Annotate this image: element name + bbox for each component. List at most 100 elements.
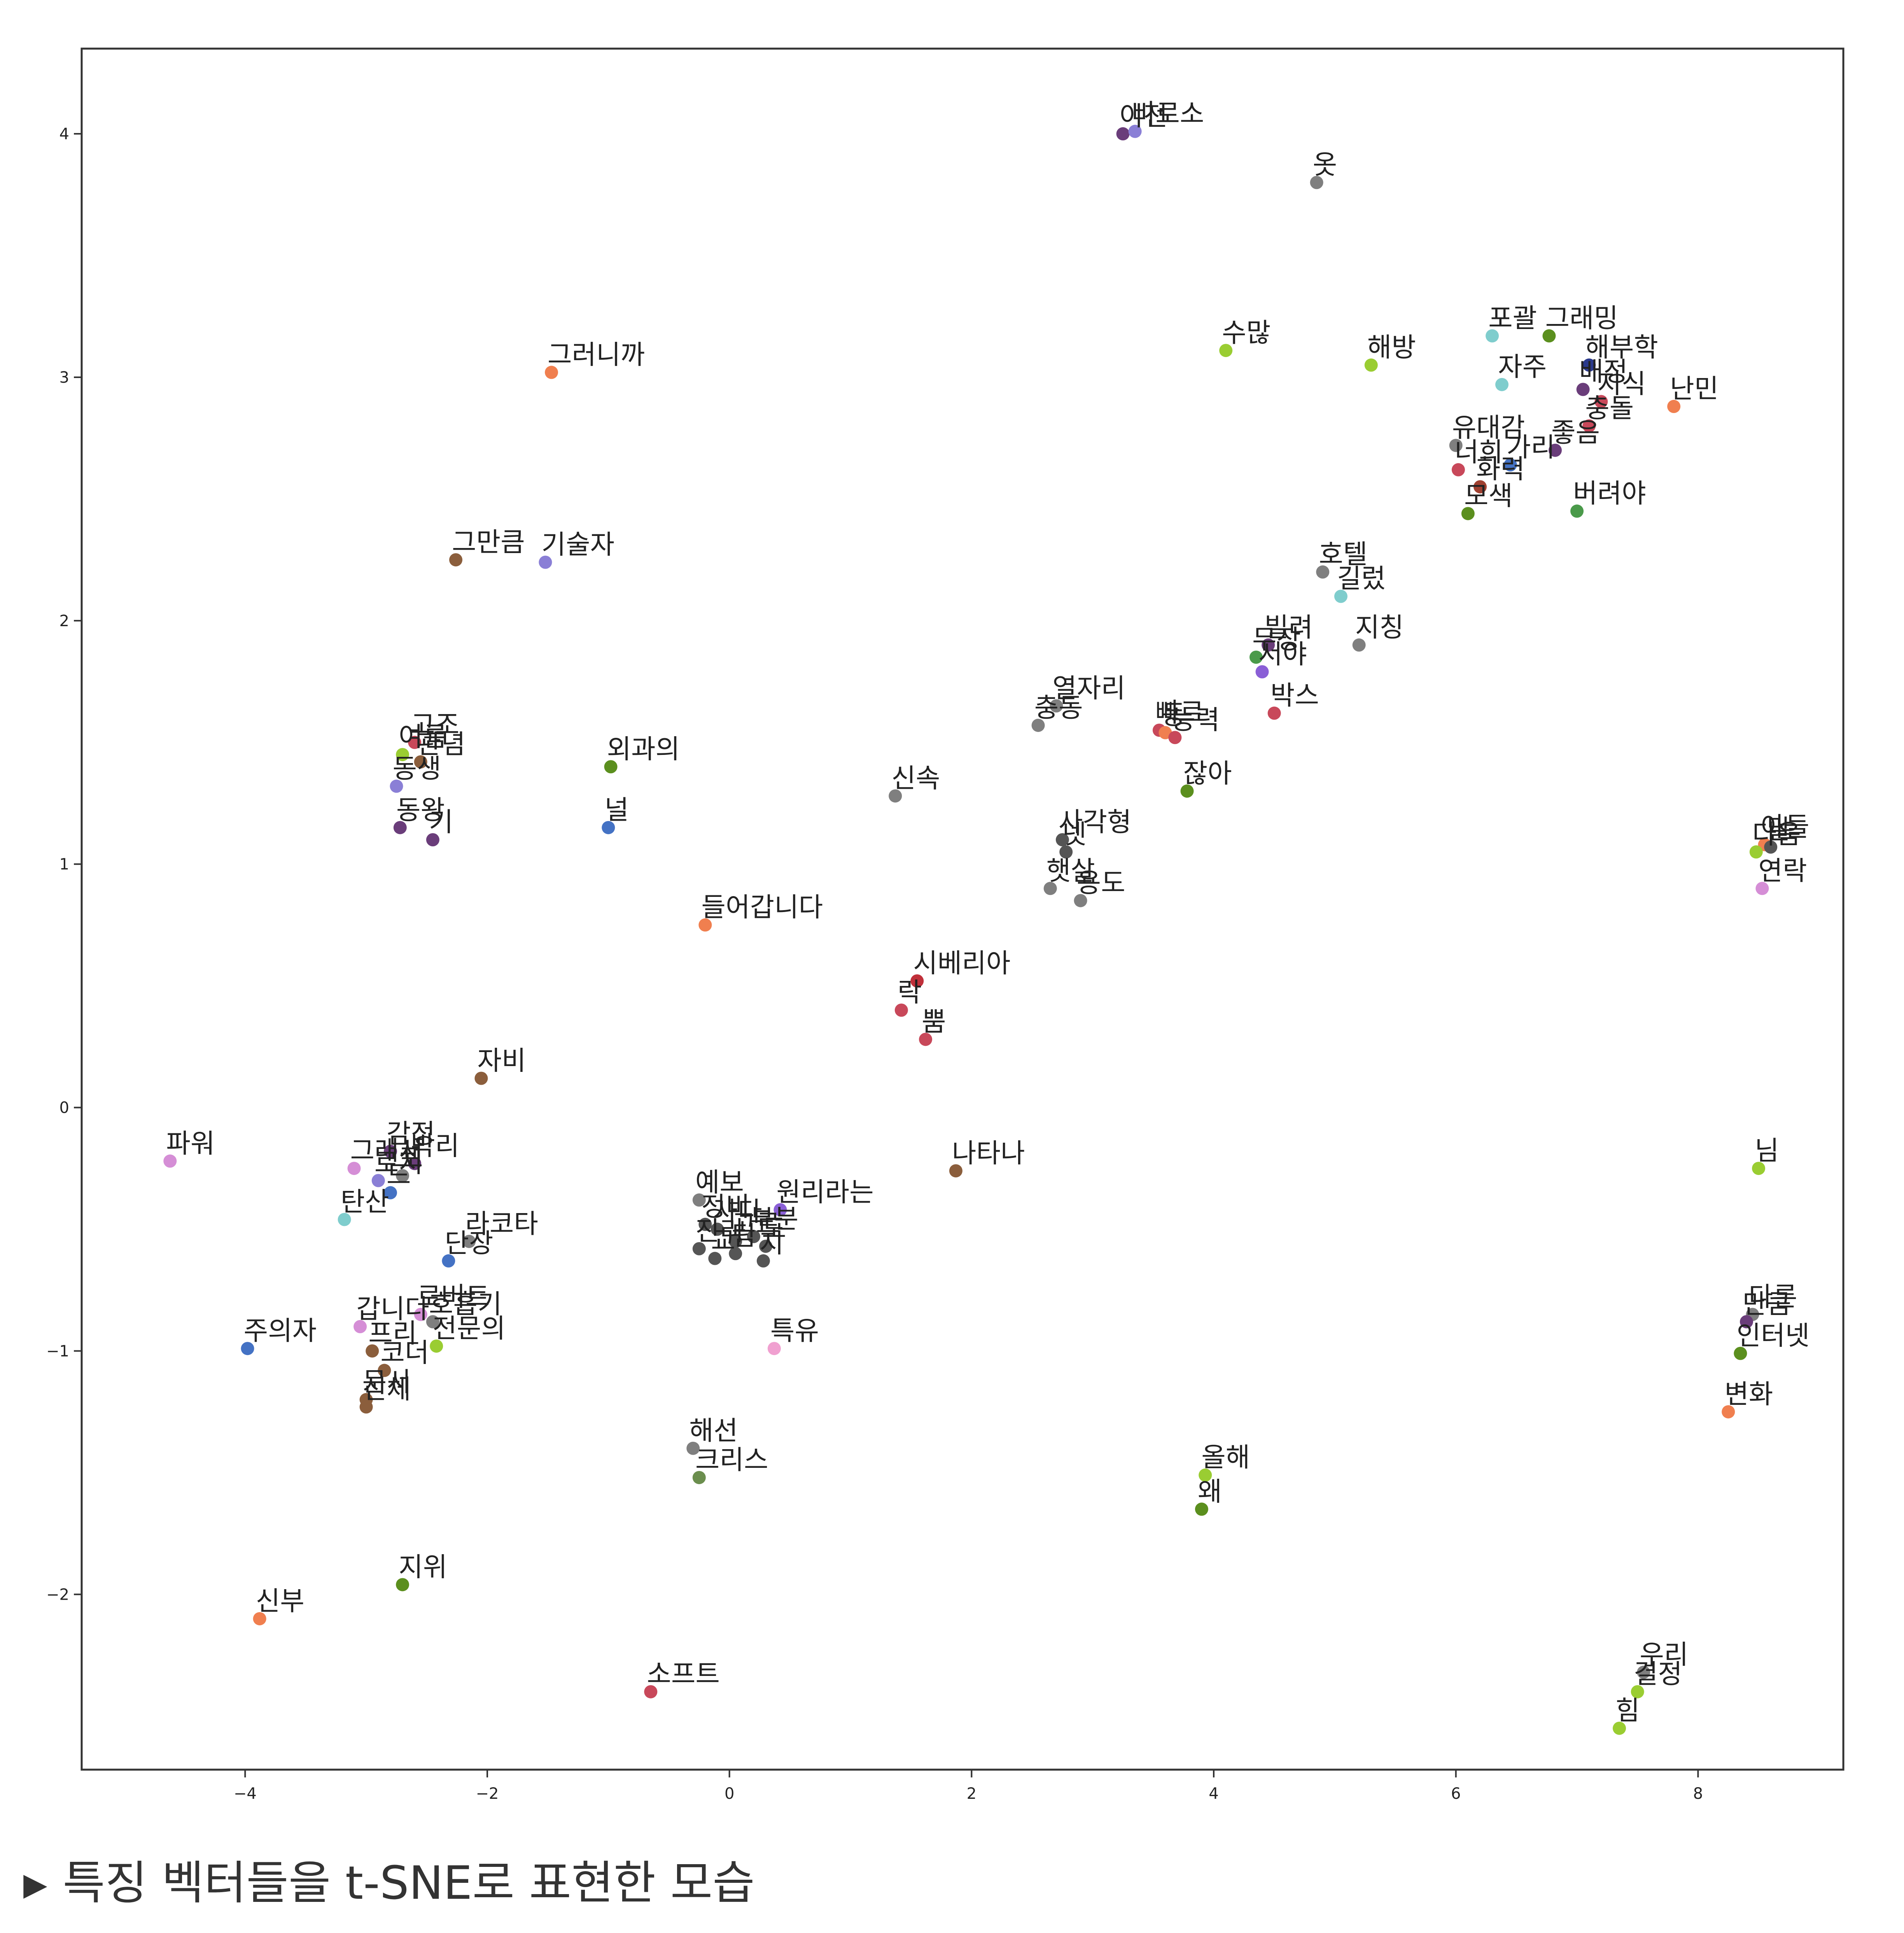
scatter-point xyxy=(426,833,439,847)
scatter-point xyxy=(449,553,463,567)
point-label: 아들 xyxy=(1761,812,1810,843)
scatter-point xyxy=(1128,124,1142,138)
point-label: 라코타 xyxy=(465,1209,538,1240)
point-label: 특유 xyxy=(770,1316,819,1346)
scatter-point xyxy=(1116,127,1130,141)
scatter-point xyxy=(729,1234,742,1248)
scatter-point xyxy=(894,1003,908,1017)
scatter-point xyxy=(396,1578,410,1592)
scatter-point xyxy=(774,1203,787,1217)
x-tick-label: 4 xyxy=(1209,1785,1218,1803)
point-label: 버려야 xyxy=(1573,478,1646,509)
point-label: 도 xyxy=(762,1213,786,1244)
plot-frame xyxy=(80,47,1844,1771)
point-label: 열자리 xyxy=(1052,673,1125,704)
point-label: 우리 xyxy=(1640,1640,1688,1670)
scatter-point xyxy=(1749,845,1763,859)
x-tick-label: 6 xyxy=(1451,1785,1461,1803)
scatter-point xyxy=(1722,1405,1735,1418)
point-label: 올해 xyxy=(1201,1443,1250,1473)
scatter-point xyxy=(1199,1468,1212,1482)
point-label: 해부학 xyxy=(1585,333,1658,363)
point-label: 락 xyxy=(898,977,922,1008)
scatter-point xyxy=(1059,845,1073,859)
point-label: 자비 xyxy=(477,1045,526,1076)
scatter-point xyxy=(474,1072,488,1085)
point-label: 신부 xyxy=(256,1586,304,1617)
scatter-point xyxy=(1549,443,1562,457)
point-label: 다른 xyxy=(1748,1282,1797,1313)
scatter-point xyxy=(366,1344,379,1358)
scatter-point xyxy=(1637,1665,1650,1679)
point-label: 신체 xyxy=(362,1374,411,1405)
scatter-point xyxy=(462,1234,476,1248)
scatter-point xyxy=(1764,840,1778,854)
scatter-point xyxy=(1050,699,1063,713)
scatter-point xyxy=(1667,400,1681,413)
point-label: 결정 xyxy=(1634,1659,1682,1690)
scatter-point xyxy=(396,1169,410,1182)
scatter-point xyxy=(1734,1346,1747,1360)
point-label: 이전 xyxy=(1119,101,1168,132)
scatter-point xyxy=(1631,1685,1644,1698)
point-label: 널 xyxy=(604,795,629,826)
point-label: 충동 xyxy=(1034,693,1083,723)
point-label: 호흡기 xyxy=(429,1289,502,1320)
scatter-point xyxy=(408,735,422,749)
point-label: 해방 xyxy=(1367,333,1416,363)
scatter-point xyxy=(756,1254,770,1268)
point-label: 난민 xyxy=(1670,374,1718,404)
scatter-point xyxy=(1486,329,1499,343)
point-label: 여름 xyxy=(399,722,447,753)
scatter-point xyxy=(710,1222,724,1236)
scatter-point xyxy=(1055,833,1069,847)
point-label: 그러니까 xyxy=(548,340,645,370)
point-label: 빠르 xyxy=(1155,697,1204,728)
data-points xyxy=(163,124,1778,1735)
caption-triangle-icon: ▶ xyxy=(23,1866,47,1902)
point-label: 해선 xyxy=(689,1416,738,1446)
scatter-point xyxy=(686,1441,700,1455)
point-label: 지식 xyxy=(1597,369,1646,400)
y-tick-label: −2 xyxy=(46,1586,69,1604)
point-label: 호텔 xyxy=(1319,539,1367,570)
scatter-point xyxy=(1570,504,1584,518)
scatter-point xyxy=(1334,590,1348,603)
y-tick-label: 3 xyxy=(60,369,69,387)
scatter-point xyxy=(604,760,618,774)
x-tick-label: −2 xyxy=(476,1785,499,1803)
scatter-point xyxy=(910,974,924,988)
scatter-point xyxy=(1255,665,1269,679)
scatter-point xyxy=(414,1308,427,1321)
figure-caption: ▶ 특징 벡터들을 t-SNE로 표현한 모습 xyxy=(23,1845,755,1912)
scatter-point xyxy=(698,918,712,932)
scatter-point xyxy=(396,748,410,762)
point-label: 포괄 xyxy=(1488,303,1537,334)
point-label: 파워 xyxy=(166,1128,215,1159)
scatter-point xyxy=(1180,784,1194,798)
point-label: 비로소 xyxy=(1131,99,1204,130)
point-label: 인터넷 xyxy=(1736,1321,1810,1352)
scatter-point xyxy=(1495,378,1509,391)
point-label: 등 xyxy=(1161,700,1186,731)
scatter-point xyxy=(430,1339,443,1353)
scatter-point xyxy=(163,1154,177,1168)
scatter-point xyxy=(383,1186,397,1199)
point-label: 용도 xyxy=(1077,868,1125,899)
scatter-point xyxy=(1473,480,1487,494)
scatter-point xyxy=(644,1685,658,1698)
scatter-point xyxy=(539,555,552,569)
scatter-point xyxy=(241,1342,254,1355)
scatter-point xyxy=(698,1218,712,1231)
point-label: 로버트 xyxy=(417,1282,490,1313)
scatter-point xyxy=(949,1164,962,1178)
point-label: 부분 xyxy=(750,1204,798,1234)
point-label: 갑니다 xyxy=(356,1294,429,1325)
point-label: 힘 xyxy=(1615,1696,1640,1726)
point-label: 동왕 xyxy=(396,795,445,826)
point-label: 자주 xyxy=(1498,352,1547,383)
y-tick-label: 1 xyxy=(60,856,69,874)
scatter-point xyxy=(1043,882,1057,895)
